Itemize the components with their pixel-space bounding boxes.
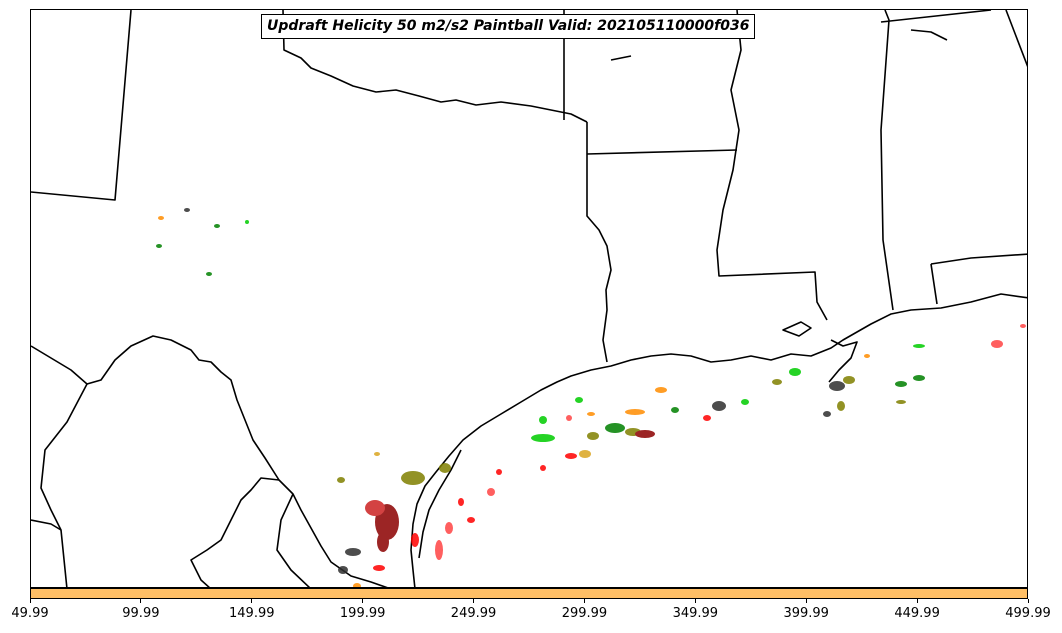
- colorbar-tick: [251, 599, 253, 603]
- colorbar-tick-label: 49.99: [11, 606, 49, 621]
- state-boundary: [716, 10, 828, 321]
- state-boundary: [31, 10, 132, 201]
- colorbar-tick-label: 99.99: [122, 606, 160, 621]
- colorbar-tick: [473, 599, 475, 603]
- state-boundary: [282, 10, 588, 123]
- colorbar-tick-label: 249.99: [450, 606, 497, 621]
- state-boundary: [930, 253, 1027, 265]
- state-boundary: [910, 29, 948, 41]
- map-panel: [30, 9, 1028, 588]
- colorbar-tick-label: 149.99: [229, 606, 275, 621]
- colorbar-tick: [916, 599, 918, 603]
- colorbar-tick: [805, 599, 807, 603]
- state-boundary: [40, 383, 88, 587]
- colorbar-tick-label: 449.99: [894, 606, 940, 621]
- state-boundary: [31, 519, 62, 531]
- colorbar-tick: [362, 599, 364, 603]
- state-boundary: [880, 10, 992, 23]
- colorbar-tick: [29, 599, 31, 603]
- colorbar-tick: [694, 599, 696, 603]
- colorbar-tick-label: 499.99: [1005, 606, 1051, 621]
- coastline: [418, 449, 462, 559]
- state-boundary: [190, 477, 280, 587]
- colorbar-tick-label: 399.99: [783, 606, 829, 621]
- state-boundary: [1005, 10, 1027, 68]
- state-boundary: [610, 55, 632, 61]
- state-boundary: [586, 149, 738, 155]
- paintball-swaths: [156, 208, 1026, 587]
- coastline: [782, 321, 812, 337]
- state-boundary: [586, 122, 612, 363]
- coastline: [828, 339, 858, 383]
- coastline: [410, 293, 1027, 587]
- map-title: Updraft Helicity 50 m2/s2 Paintball Vali…: [261, 14, 756, 39]
- colorbar-tick: [1027, 599, 1029, 603]
- colorbar-tick-label: 299.99: [561, 606, 608, 621]
- state-boundary: [880, 10, 894, 311]
- mexico-border: [31, 335, 388, 587]
- basemap: [31, 10, 1027, 587]
- colorbar-tick-label: 199.99: [339, 606, 386, 621]
- colorbar-tick-label: 349.99: [672, 606, 719, 621]
- state-boundary: [930, 263, 938, 305]
- state-boundary: [276, 493, 311, 587]
- colorbar-tick: [140, 599, 142, 603]
- colorbar-tick: [583, 599, 585, 603]
- colorbar: [30, 588, 1028, 599]
